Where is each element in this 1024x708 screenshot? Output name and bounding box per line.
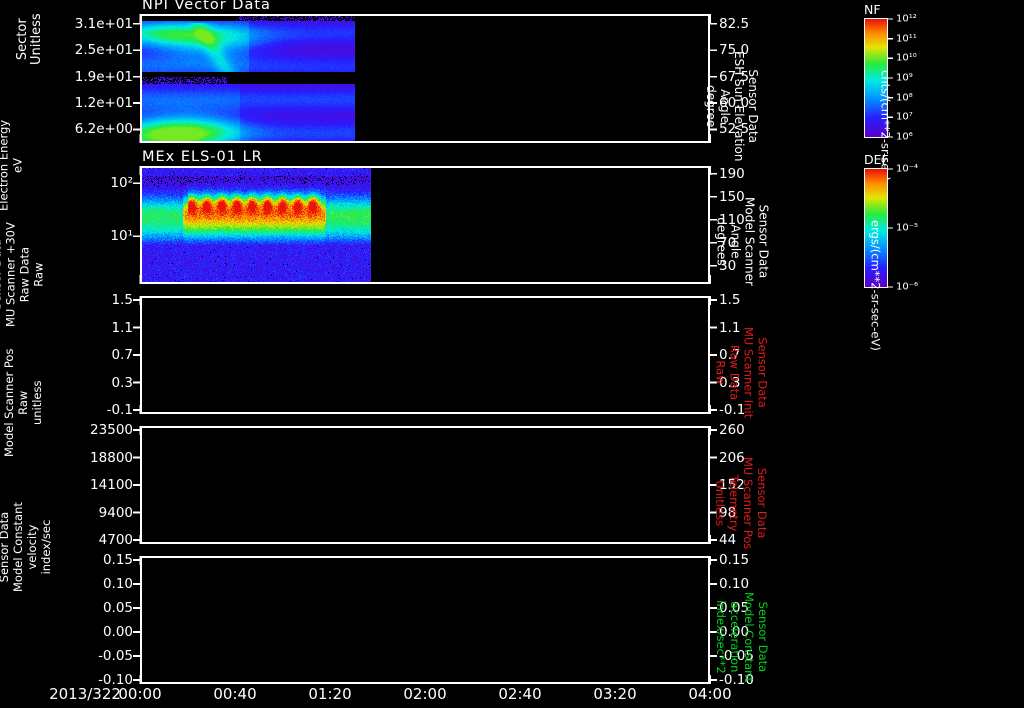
ytick-right-mex-els-01-lr-0: 190	[719, 165, 745, 182]
ytick-left-npi-vector-data-1: 2.5e+01	[74, 42, 133, 59]
ytick-right-model-scanner-pos-raw-0: 260	[719, 422, 745, 438]
colorbar-caption-nf: NF	[864, 2, 881, 17]
ytick-right-mex-els-01-lr-2: 110	[719, 211, 745, 228]
ytick-left-model-constant-velocity-0: 0.15	[102, 552, 133, 568]
ytick-right-model-scanner-pos-raw-1: 206	[719, 449, 745, 466]
ytick-right-model-constant-velocity-2: 0.05	[719, 600, 750, 616]
ytick-right-npi-vector-data-2: 67.5	[719, 68, 750, 85]
ytick-left-model-scanner-pos-raw-1: 18800	[90, 449, 133, 466]
ytick-left-model-constant-velocity-4: -0.05	[98, 648, 133, 664]
axis-title-right-model-constant-velocity: Sensor Data Model Constant acceleration …	[714, 592, 771, 682]
ytick-right-mu-scanner-30v-raw-1: 1.1	[719, 319, 741, 336]
ytick-right-mu-scanner-30v-raw-2: 0.7	[719, 347, 741, 363]
ytick-left-mu-scanner-30v-raw-1: 1.1	[111, 319, 133, 336]
ytick-left-model-scanner-pos-raw-4: 4700	[98, 532, 133, 548]
axis-title-left-mex-els-01-lr: Electron Energy eV	[0, 119, 25, 211]
colorbar-tick-nf-1: 10¹¹	[896, 33, 917, 45]
axis-title-right-mex-els-01-lr: Sensor Data Model Scanner Angle degrees	[714, 197, 771, 286]
ytick-left-model-constant-velocity-3: 0.00	[102, 624, 133, 640]
ytick-left-mu-scanner-30v-raw-0: 1.5	[111, 292, 133, 308]
colorbar-caption-def: DEF	[864, 152, 889, 167]
axis-title-left-model-scanner-pos-raw: Sensor Data Model Scanner Pos Raw unitle…	[0, 348, 44, 457]
ytick-left-model-scanner-pos-raw-2: 14100	[90, 477, 133, 493]
plot-frame-mu-scanner-30v-raw	[140, 296, 710, 414]
ytick-left-mex-els-01-lr-1: 10¹	[110, 228, 133, 245]
ytick-right-model-constant-velocity-4: -0.05	[719, 648, 754, 664]
ytick-right-mu-scanner-30v-raw-4: -0.1	[719, 402, 746, 418]
colorbar-tick-def-2: 10⁻⁶	[896, 281, 919, 293]
xtick-6: 04:00	[688, 685, 732, 703]
ytick-left-npi-vector-data-2: 1.9e+01	[74, 68, 133, 85]
colorbar-tick-def-1: 10⁻⁵	[896, 222, 919, 234]
colorbar-tick-def-0: 10⁻⁴	[896, 163, 919, 175]
ytick-right-mex-els-01-lr-3: 70	[719, 234, 737, 251]
colorbar-tick-nf-6: 10⁶	[896, 131, 913, 143]
ytick-right-npi-vector-data-4: 52.5	[719, 121, 750, 138]
colorbar-def	[864, 168, 888, 288]
colorbar-tick-nf-3: 10⁹	[896, 72, 913, 84]
ytick-right-mex-els-01-lr-1: 150	[719, 188, 745, 205]
colorbar-units-def: ergs/(cm**2-sr-sec-eV)	[868, 220, 883, 351]
ytick-right-npi-vector-data-0: 82.5	[719, 15, 750, 32]
ytick-right-model-scanner-pos-raw-3: 98	[719, 504, 737, 521]
colorbar-tick-nf-5: 10⁷	[896, 111, 913, 123]
axis-title-right-model-scanner-pos-raw: Sensor Data MU Scanner Pos Telemetry Uni…	[712, 457, 769, 550]
axis-title-left-npi-vector-data: Sector Unitless	[15, 12, 45, 65]
spectrogram-mex-els-01-lr	[142, 168, 708, 282]
colorbar-tick-nf-2: 10¹⁰	[896, 52, 917, 64]
ytick-right-model-scanner-pos-raw-2: 152	[719, 477, 745, 493]
xtick-2: 01:20	[308, 685, 352, 703]
ytick-left-npi-vector-data-0: 3.1e+01	[74, 15, 133, 32]
colorbar-tick-nf-4: 10⁸	[896, 92, 913, 104]
xtick-1: 00:40	[213, 685, 257, 703]
panel-title-npi-vector-data: NPI Vector Data	[142, 0, 271, 13]
axis-title-right-mu-scanner-30v-raw: Sensor Data MU Scanner Init Raw Data Raw	[713, 327, 770, 419]
date-label: 2013/322	[49, 685, 121, 703]
colorbar-tick-nf-0: 10¹²	[896, 13, 917, 25]
ytick-left-npi-vector-data-4: 6.2e+00	[74, 121, 133, 138]
plot-frame-model-constant-velocity	[140, 556, 710, 684]
spectrogram-npi-vector-data	[142, 16, 708, 141]
ytick-right-model-constant-velocity-3: 0.00	[719, 624, 750, 640]
xtick-4: 02:40	[498, 685, 542, 703]
xtick-3: 02:00	[403, 685, 447, 703]
ytick-left-npi-vector-data-3: 1.2e+01	[74, 95, 133, 111]
ytick-right-mu-scanner-30v-raw-0: 1.5	[719, 292, 741, 308]
panel-title-mex-els-01-lr: MEx ELS-01 LR	[142, 149, 263, 165]
ytick-right-mex-els-01-lr-4: 30	[719, 257, 737, 274]
ytick-left-model-constant-velocity-1: 0.10	[102, 576, 133, 592]
ytick-left-model-scanner-pos-raw-0: 23500	[90, 422, 133, 438]
ytick-right-model-constant-velocity-1: 0.10	[719, 576, 750, 592]
ytick-left-model-constant-velocity-2: 0.05	[102, 600, 133, 616]
ytick-left-mu-scanner-30v-raw-4: -0.1	[106, 402, 133, 418]
ytick-left-model-scanner-pos-raw-3: 9400	[98, 504, 133, 521]
colorbar-nf	[864, 18, 888, 138]
ytick-right-model-constant-velocity-5: -0.10	[719, 672, 754, 688]
xtick-0: 00:00	[118, 685, 162, 703]
ytick-right-model-scanner-pos-raw-4: 44	[719, 532, 737, 548]
plot-frame-model-scanner-pos-raw	[140, 426, 710, 544]
axis-title-left-mu-scanner-30v-raw: Sensor Data MU Scanner +30V Raw Data Raw	[0, 222, 46, 327]
ytick-left-model-constant-velocity-5: -0.10	[98, 672, 133, 688]
ytick-right-model-constant-velocity-0: 0.15	[719, 552, 750, 568]
axis-title-left-model-constant-velocity: Sensor Data Model Constant velocity inde…	[0, 502, 54, 592]
ytick-right-npi-vector-data-1: 75.0	[719, 42, 750, 59]
ytick-left-mex-els-01-lr-0: 10²	[110, 175, 133, 192]
ytick-left-mu-scanner-30v-raw-2: 0.7	[111, 347, 133, 363]
ytick-right-npi-vector-data-3: 60.0	[719, 95, 750, 111]
ytick-right-mu-scanner-30v-raw-3: 0.3	[719, 374, 741, 391]
axis-title-right-npi-vector-data: Sensor Data ESH Sun Elevation Angle degr…	[703, 50, 760, 161]
xtick-5: 03:20	[593, 685, 637, 703]
ytick-left-mu-scanner-30v-raw-3: 0.3	[111, 374, 133, 391]
